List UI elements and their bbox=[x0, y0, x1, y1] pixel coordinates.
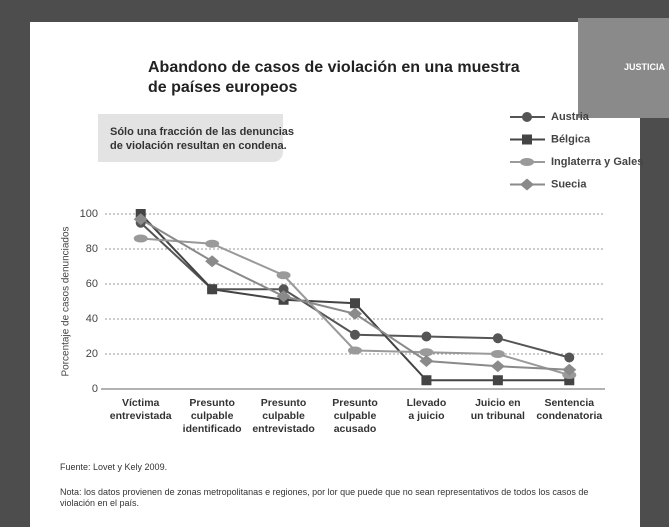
marker bbox=[276, 271, 291, 280]
badge-text: JUSTICIA bbox=[624, 62, 666, 72]
x-tick-label: Víctima entrevistada bbox=[109, 397, 172, 422]
y-tick-label: 60 bbox=[86, 278, 98, 290]
legend-label: Bélgica bbox=[551, 133, 591, 145]
y-tick-label: 100 bbox=[80, 208, 98, 220]
marker bbox=[522, 134, 532, 145]
marker bbox=[419, 348, 434, 357]
marker bbox=[419, 355, 434, 367]
callout-text: Sólo una fracción de las denuncias de vi… bbox=[110, 126, 294, 152]
marker bbox=[278, 284, 289, 295]
marker bbox=[490, 360, 505, 373]
marker bbox=[492, 333, 503, 344]
marker bbox=[276, 290, 291, 303]
marker bbox=[492, 375, 503, 386]
source: Fuente: Lovet y Kely 2009. bbox=[60, 462, 168, 472]
marker bbox=[205, 239, 220, 248]
marker bbox=[520, 158, 534, 166]
note: Nota: los datos provienen de zonas metro… bbox=[60, 487, 589, 508]
y-tick-label: 20 bbox=[86, 348, 98, 360]
marker bbox=[564, 375, 575, 386]
y-tick-label: 80 bbox=[86, 243, 98, 255]
marker bbox=[205, 255, 220, 268]
x-tick-label: Presunto culpable entrevistado bbox=[252, 397, 315, 435]
x-tick-label: Juicio en un tribunal bbox=[470, 397, 525, 422]
marker bbox=[350, 329, 360, 340]
chart-title: Abandono de casos de violación en una mu… bbox=[148, 59, 520, 96]
marker bbox=[348, 346, 362, 355]
x-tick-label: Sentencia condenatoria bbox=[536, 397, 603, 422]
callout-box bbox=[98, 114, 283, 162]
x-tick-label: Llevado a juicio bbox=[406, 397, 447, 422]
legend-label: Inglaterra y Gales bbox=[551, 156, 643, 168]
marker bbox=[522, 112, 532, 122]
paper bbox=[30, 22, 640, 527]
marker bbox=[421, 375, 432, 386]
marker bbox=[348, 307, 362, 320]
legend-label: Austria bbox=[551, 111, 590, 123]
y-tick-label: 0 bbox=[92, 383, 98, 395]
marker bbox=[421, 331, 432, 342]
y-axis-label: Porcentaje de casos denunciados bbox=[61, 226, 72, 376]
marker bbox=[490, 350, 505, 358]
badge bbox=[578, 18, 669, 118]
marker bbox=[133, 213, 148, 226]
marker bbox=[564, 352, 575, 363]
marker bbox=[520, 178, 534, 191]
marker bbox=[133, 234, 148, 243]
marker bbox=[207, 284, 218, 295]
legend-label: Suecia bbox=[551, 178, 587, 190]
x-tick-label: Presunto culpable acusado bbox=[332, 397, 378, 435]
y-tick-label: 40 bbox=[86, 313, 98, 325]
marker bbox=[350, 298, 360, 309]
marker bbox=[562, 363, 577, 376]
x-tick-label: Presunto culpable identificado bbox=[182, 397, 242, 435]
